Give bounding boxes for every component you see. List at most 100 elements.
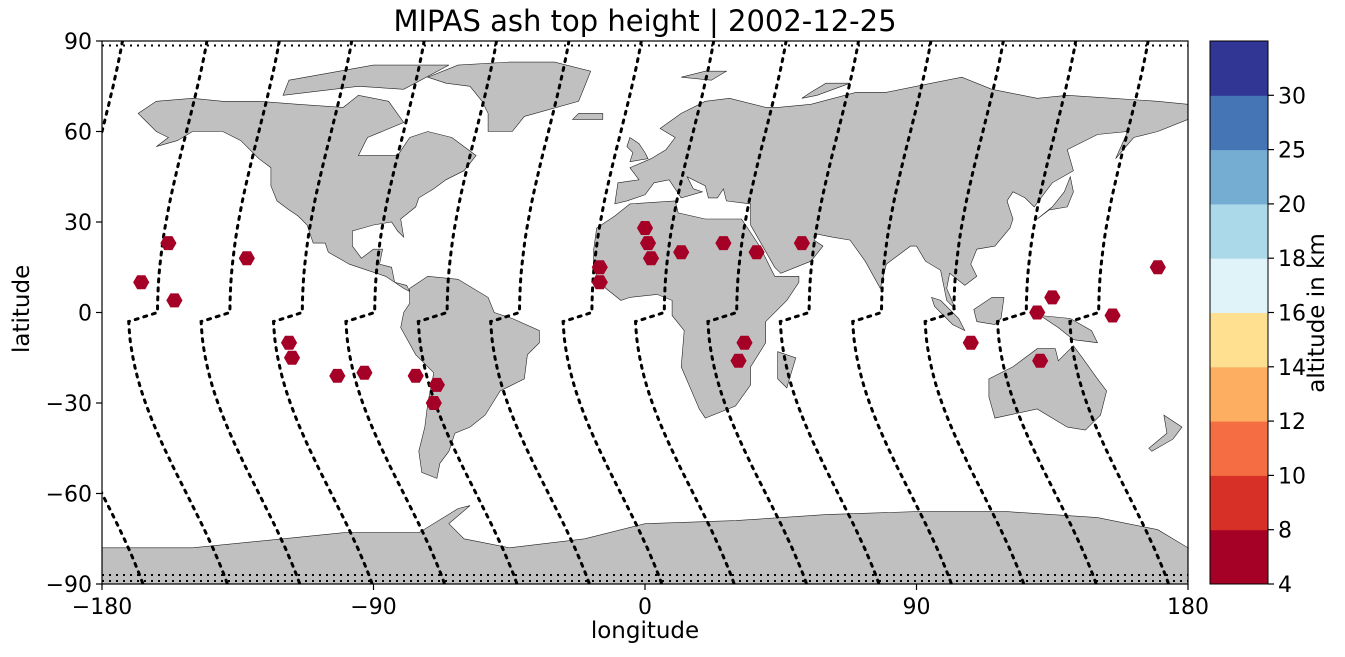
landmass-new-guinea — [1040, 315, 1099, 344]
ash-detection-marker — [425, 396, 442, 410]
ash-detection-marker — [715, 236, 732, 251]
ash-detection-marker — [1104, 308, 1121, 323]
ash-detection-marker — [160, 236, 177, 251]
orbit-track — [1068, 41, 1171, 584]
x-tick-label: −180 — [72, 595, 132, 620]
ash-detection-marker — [748, 245, 765, 260]
landmass-greenland — [426, 61, 592, 132]
y-tick-label: 90 — [64, 30, 92, 55]
colorbar-segment — [1210, 149, 1268, 205]
orbit-track — [199, 41, 302, 584]
colorbar-tick-label: 8 — [1278, 519, 1292, 544]
ash-detection-marker — [238, 251, 255, 266]
landmass-antarctica — [102, 505, 1188, 584]
landmass-arctic-islands — [282, 64, 450, 96]
colorbar-segment — [1210, 258, 1268, 313]
orbit-track — [489, 41, 591, 584]
orbit-track — [633, 41, 736, 584]
y-tick-label: 30 — [64, 211, 92, 236]
colorbar-label: altitude in km — [1304, 233, 1330, 393]
ash-detection-marker — [642, 251, 660, 266]
y-tick-label: −90 — [46, 573, 92, 598]
ash-detection-marker — [356, 365, 373, 380]
landmass-british-isles — [626, 137, 649, 163]
x-axis-label: longitude — [590, 618, 700, 644]
orbit-track — [416, 41, 519, 584]
ash-detection-marker — [133, 275, 150, 290]
x-tick-label: 0 — [638, 595, 652, 620]
colorbar-tick-label: 10 — [1278, 464, 1306, 489]
colorbar: 4 8 10 12 14 16 18 20 25 30 — [1209, 40, 1306, 598]
ash-detection-marker — [591, 275, 608, 290]
ash-detection-marker — [673, 245, 690, 260]
y-tick-label: 0 — [78, 302, 92, 327]
ash-detection-marker — [736, 335, 753, 350]
y-tick-label: 60 — [64, 121, 92, 146]
colorbar-tick-label: 25 — [1278, 139, 1306, 164]
chart-title: MIPAS ash top height | 2002-12-25 — [393, 4, 897, 38]
ash-detection-marker — [166, 293, 183, 308]
colorbar-segment — [1210, 41, 1268, 96]
colorbar-segment — [1210, 475, 1268, 531]
colorbar-segment — [1210, 312, 1268, 368]
y-tick-label: −30 — [46, 392, 92, 417]
landmass-svalbard — [681, 70, 728, 81]
colorbar-tick-label: 20 — [1278, 193, 1306, 218]
ash-detection-marker — [1149, 260, 1166, 275]
landmass-madagascar — [777, 351, 797, 389]
x-tick-label: 180 — [1167, 595, 1209, 620]
ash-detection-marker — [1029, 305, 1046, 320]
orbit-track — [561, 41, 664, 584]
colorbar-tick-label: 16 — [1278, 302, 1306, 327]
y-tick-label: −60 — [46, 483, 92, 508]
ash-detection-marker — [636, 221, 654, 235]
colorbar-tick-label: 18 — [1278, 247, 1306, 272]
orbit-track — [923, 41, 1026, 584]
colorbar-segment — [1210, 366, 1268, 422]
ash-marker-layer — [133, 221, 1166, 410]
x-tick-label: 90 — [903, 595, 931, 620]
ash-detection-marker — [1044, 290, 1061, 305]
orbit-track-layer — [102, 41, 1188, 584]
colorbar-segment — [1210, 421, 1268, 476]
colorbar-tick-label: 30 — [1278, 84, 1306, 109]
orbit-track — [995, 41, 1098, 584]
landmass-borneo — [973, 297, 1005, 325]
ash-detection-marker — [639, 236, 657, 251]
x-tick-label: −90 — [350, 595, 396, 620]
ash-detection-marker — [730, 353, 747, 368]
landmass-japan — [1037, 175, 1074, 220]
orbit-track — [778, 41, 881, 584]
colorbar-tick-label: 4 — [1278, 573, 1292, 598]
ash-detection-marker — [428, 377, 445, 392]
orbit-track — [851, 41, 953, 584]
orbit-track — [344, 41, 447, 584]
orbit-track — [271, 41, 374, 584]
colorbar-segment — [1210, 95, 1268, 151]
land-layer — [102, 61, 1188, 584]
landmass-new-zealand — [1148, 414, 1183, 452]
ash-detection-marker — [280, 335, 298, 350]
ash-detection-marker — [793, 236, 810, 251]
colorbar-tick-label: 14 — [1278, 356, 1306, 381]
ash-detection-marker — [283, 350, 301, 365]
landmass-south-america — [400, 275, 540, 479]
landmass-eurasia — [614, 76, 1188, 310]
y-axis-label: latitude — [9, 264, 35, 353]
ash-detection-marker — [591, 260, 608, 275]
ash-detection-marker — [1032, 353, 1049, 368]
landmass-novaya-zemlya — [801, 82, 851, 99]
colorbar-segment — [1210, 203, 1268, 259]
colorbar-segment — [1210, 529, 1268, 585]
orbit-track — [706, 41, 809, 584]
orbit-track — [127, 41, 229, 584]
colorbar-tick-label: 12 — [1278, 410, 1306, 435]
landmass-north-america — [137, 94, 477, 293]
landmass-iceland — [571, 113, 604, 120]
ash-detection-marker — [407, 368, 424, 383]
ash-detection-marker — [962, 335, 979, 350]
ash-detection-marker — [329, 368, 346, 383]
